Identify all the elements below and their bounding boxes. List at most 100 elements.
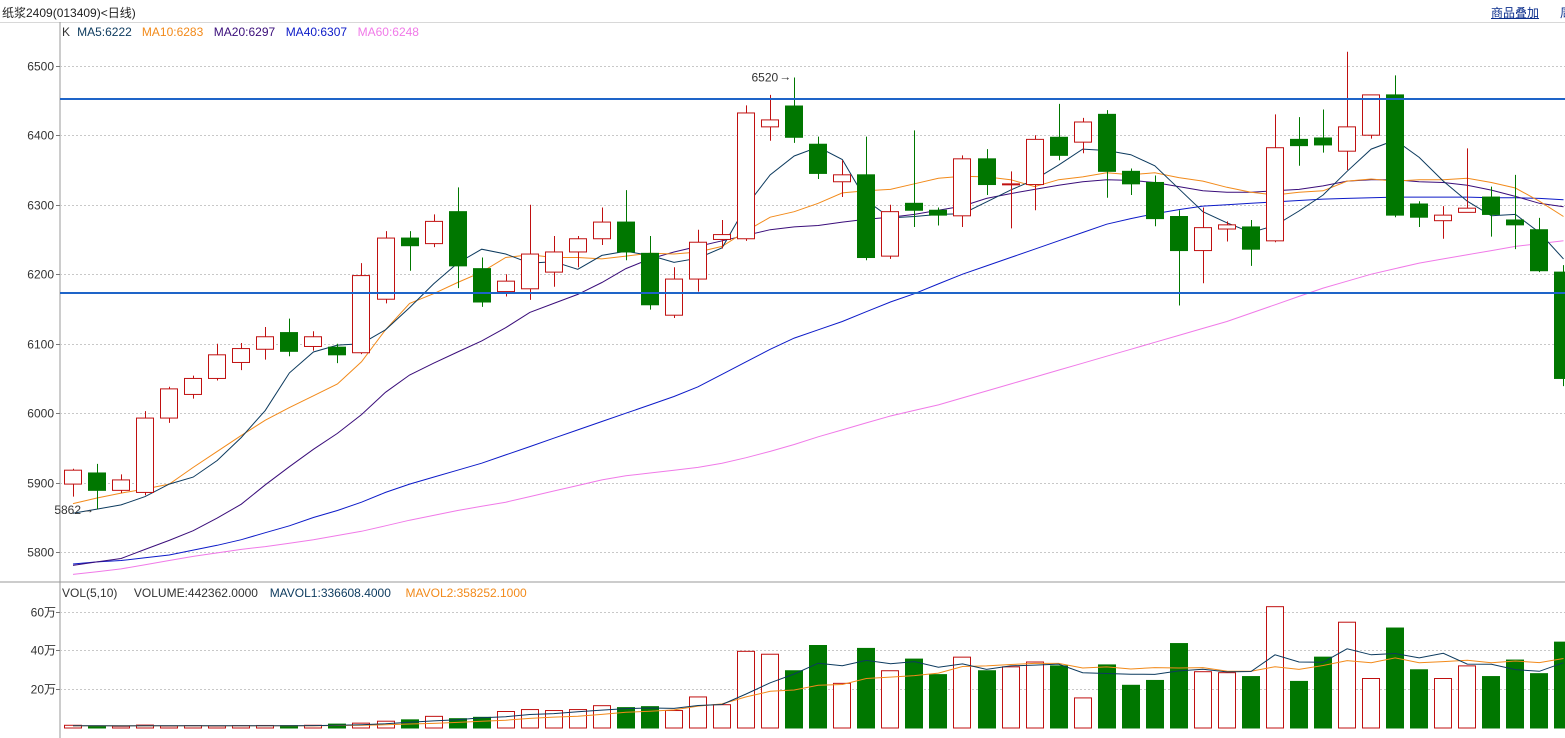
volume-bar: [929, 674, 947, 729]
volume-bar: [136, 724, 154, 729]
candle-body: [497, 280, 515, 293]
candle-body: [1290, 138, 1308, 147]
volume-legend-item: VOLUME:442362.0000: [134, 586, 258, 600]
volume-bar: [1098, 664, 1116, 729]
volume-tick-label: 60万: [31, 606, 56, 620]
volume-bar: [617, 707, 635, 729]
candle-body: [232, 348, 250, 363]
volume-bar: [1170, 643, 1188, 729]
candle-body: [761, 119, 779, 128]
candle-body: [88, 472, 106, 491]
volume-bar: [1530, 673, 1548, 729]
volume-bar: [1338, 621, 1356, 729]
candle-body: [1266, 147, 1284, 242]
volume-bar: [1194, 671, 1212, 729]
candle-body: [689, 241, 707, 280]
candle-body: [1002, 183, 1020, 186]
candle-body: [905, 202, 923, 211]
candle-body: [1554, 271, 1565, 379]
extra-link[interactable]: 周: [1560, 4, 1565, 21]
candle-body: [304, 336, 322, 347]
volume-bar: [88, 725, 106, 729]
candle-body: [401, 237, 419, 247]
volume-bar: [1146, 679, 1164, 729]
candle-body: [352, 275, 370, 354]
volume-bar: [905, 658, 923, 729]
volume-bar: [545, 710, 563, 729]
candle-body: [1362, 94, 1380, 136]
price-tick-label: 6500: [27, 60, 54, 74]
price-legend-item: K: [62, 25, 70, 39]
volume-bar: [737, 650, 755, 729]
candle-body: [713, 234, 731, 240]
candle-body: [1026, 138, 1044, 186]
volume-bar: [473, 716, 491, 729]
volume-bar: [833, 682, 851, 729]
candle-body: [1506, 219, 1524, 226]
price-legend-item: MA60:6248: [358, 25, 420, 39]
volume-legend-item: MAVOL1:336608.4000: [270, 586, 392, 600]
candle-body: [545, 251, 563, 273]
candle-body: [1218, 224, 1236, 230]
volume-bar: [665, 710, 683, 729]
extreme-annotation: 5862: [54, 503, 81, 517]
candle-body: [1122, 170, 1140, 185]
candle-body: [617, 221, 635, 253]
price-legend-item: MA5:6222: [77, 25, 132, 39]
volume-bar: [1122, 684, 1140, 729]
volume-bar: [1026, 661, 1044, 729]
volume-legend-item: MAVOL2:358252.1000: [406, 586, 528, 600]
candle-body: [665, 278, 683, 316]
candle-body: [425, 220, 443, 245]
commodity-overlay-link[interactable]: 商品叠加: [1491, 6, 1540, 20]
volume-bar: [1362, 678, 1380, 729]
candle-body: [785, 105, 803, 138]
candle-body: [1098, 113, 1116, 172]
candle-body: [929, 209, 947, 216]
candle-body: [1410, 203, 1428, 218]
candle-body: [449, 211, 467, 267]
candle-body: [1314, 137, 1332, 146]
price-tick-label: 6100: [27, 338, 54, 352]
volume-bar: [641, 706, 659, 729]
mavol1-line: [73, 648, 1564, 727]
volume-bar: [1218, 672, 1236, 729]
volume-bar: [112, 725, 130, 729]
price-tick-label: 6400: [27, 129, 54, 143]
volume-bar: [1314, 656, 1332, 729]
candle-body: [1242, 226, 1260, 250]
volume-bar: [857, 647, 875, 729]
volume-bar: [1050, 665, 1068, 729]
candle-body: [1074, 121, 1092, 143]
volume-bar: [1290, 680, 1308, 729]
volume-bar: [1554, 641, 1565, 729]
candle-body: [521, 253, 539, 290]
price-legend-item: MA40:6307: [286, 25, 348, 39]
candle-body: [1434, 214, 1452, 222]
candle-body: [377, 237, 395, 300]
extreme-annotation: 6520: [751, 71, 778, 85]
candle-body: [256, 336, 274, 350]
volume-tick-label: 20万: [31, 683, 56, 697]
volume-legend-item: VOL(5,10): [62, 586, 117, 600]
volume-bar: [1242, 676, 1260, 729]
volume-bar: [785, 670, 803, 729]
volume-bar: [1434, 678, 1452, 729]
candle-body: [1530, 229, 1548, 272]
price-legend-item: MA10:6283: [142, 25, 204, 39]
price-tick-label: 5800: [27, 546, 54, 560]
volume-bar: [1386, 627, 1404, 729]
volume-bar: [1002, 666, 1020, 729]
price-tick-label: 6000: [27, 407, 54, 421]
candle-body: [280, 332, 298, 352]
ma20-line: [72, 179, 1564, 566]
candle-body: [1338, 126, 1356, 152]
volume-bar: [881, 670, 899, 729]
ma60-line: [72, 240, 1564, 575]
candle-body: [593, 221, 611, 240]
candle-body: [881, 211, 899, 257]
ma10-line: [72, 172, 1564, 505]
candle-body: [1146, 181, 1164, 220]
candle-body: [328, 346, 346, 356]
